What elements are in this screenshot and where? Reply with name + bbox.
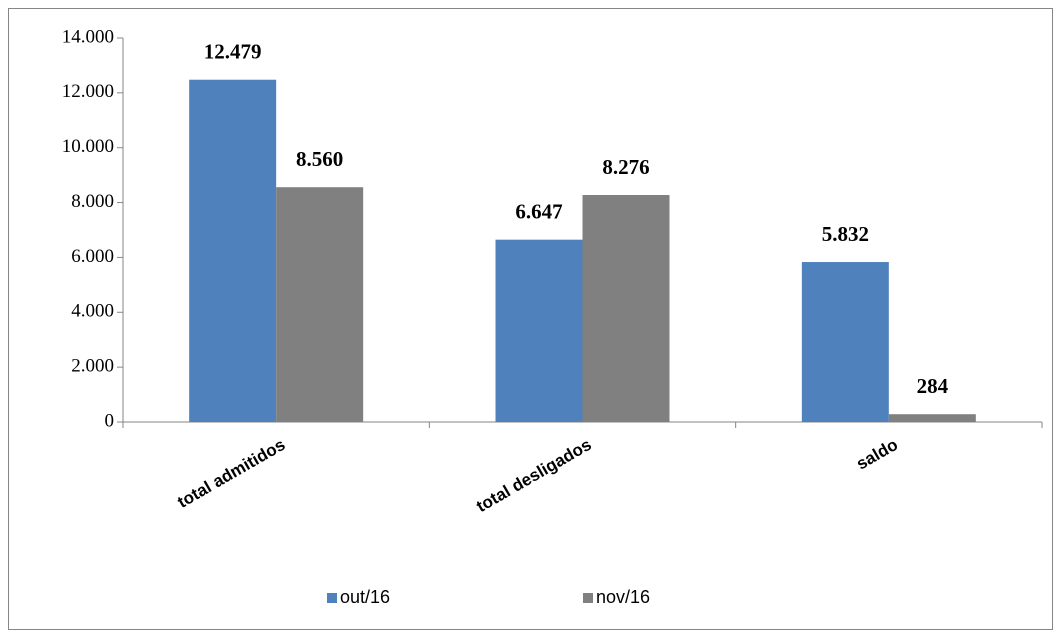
y-tick-label: 14.000 (62, 26, 114, 47)
y-tick-label: 4.000 (71, 301, 114, 322)
value-label: 284 (917, 374, 949, 398)
value-label: 6.647 (515, 199, 562, 223)
bar (888, 414, 976, 422)
y-tick-label: 12.000 (62, 81, 114, 102)
legend-label: out/16 (340, 587, 390, 607)
bar (276, 187, 364, 422)
legend-swatch (327, 593, 337, 603)
y-tick-label: 8.000 (71, 191, 114, 212)
value-label: 5.832 (822, 222, 869, 246)
y-tick-label: 2.000 (71, 356, 114, 377)
value-label: 8.276 (602, 155, 649, 179)
value-label: 12.479 (204, 40, 262, 64)
legend-swatch (583, 593, 593, 603)
y-tick-label: 10.000 (62, 136, 114, 157)
bar (495, 239, 583, 422)
bar (801, 262, 889, 422)
value-label: 8.560 (296, 147, 343, 171)
bar (582, 195, 670, 422)
y-tick-label: 6.000 (71, 246, 114, 267)
y-tick-label: 0 (105, 410, 115, 431)
bar (189, 79, 277, 422)
legend-label: nov/16 (596, 587, 650, 607)
